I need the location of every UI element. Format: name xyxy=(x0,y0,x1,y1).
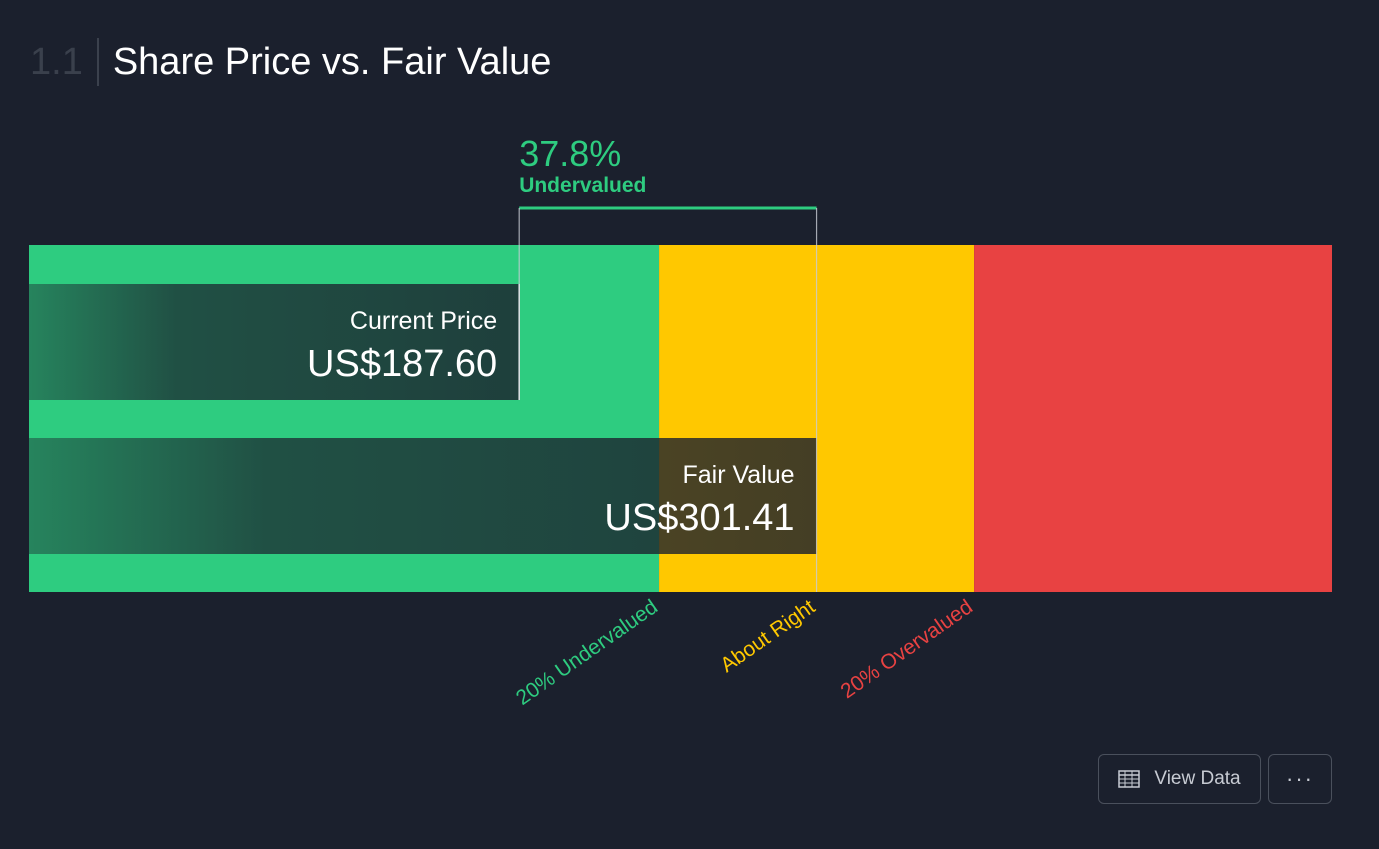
zone-band-3 xyxy=(974,245,1332,592)
zone-label-2: About Right xyxy=(716,595,819,677)
more-options-button[interactable]: ··· xyxy=(1268,754,1332,804)
zone-label-3: 20% Overvalued xyxy=(837,595,977,703)
section-header: 1.1 Share Price vs. Fair Value xyxy=(30,36,551,88)
table-icon xyxy=(1118,770,1141,788)
page-title: Share Price vs. Fair Value xyxy=(112,41,552,83)
zone-label-1: 20% Undervalued xyxy=(512,595,662,710)
annotation-label: Undervalued xyxy=(519,174,646,197)
annotation-percent: 37.8% xyxy=(519,133,621,174)
bar-2-value-label: US$301.41 xyxy=(604,497,794,539)
view-data-button[interactable]: View Data xyxy=(1098,754,1261,804)
bar-2-name: Fair Value xyxy=(682,461,794,489)
bar-1 xyxy=(29,284,520,400)
bar-2 xyxy=(29,438,817,554)
bar-1-name: Current Price xyxy=(350,307,497,335)
bar-1-value-label: US$187.60 xyxy=(307,343,497,385)
ellipsis-icon: ··· xyxy=(1286,766,1314,791)
view-data-label: View Data xyxy=(1154,768,1241,789)
section-number: 1.1 xyxy=(30,38,99,86)
